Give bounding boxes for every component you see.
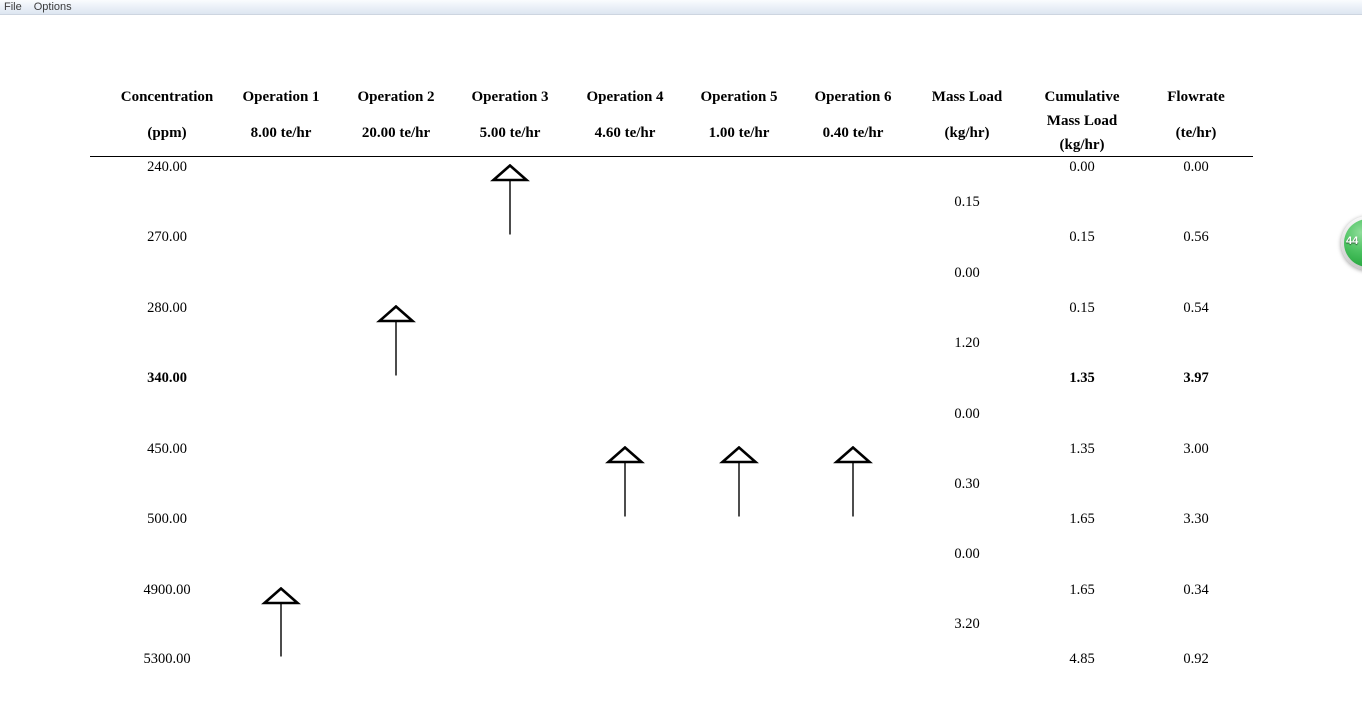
column-subtitle: 1.00 te/hr <box>708 125 770 141</box>
column-title: Concentration <box>120 89 214 105</box>
column-title: Operation 4 <box>586 89 664 105</box>
column-title: Operation 3 <box>471 89 549 105</box>
concentration-value: 450.00 <box>147 441 187 457</box>
operation-3-arrow <box>490 163 530 240</box>
menu-bar: File Options <box>0 0 1362 15</box>
column-subtitle: (ppm) <box>147 125 187 141</box>
operation-1-arrow <box>261 586 301 662</box>
mass-load-value: 3.20 <box>954 616 980 632</box>
concentration-value: 340.00 <box>147 370 187 386</box>
header-divider <box>90 156 1253 157</box>
cumulative-mass-load-value: 1.65 <box>1069 511 1095 527</box>
mass-load-value: 1.20 <box>954 335 980 351</box>
column-subtitle: (te/hr) <box>1175 125 1217 141</box>
column-subtitle: 20.00 te/hr <box>361 125 431 141</box>
column-title: Mass Load <box>931 89 1003 105</box>
column-title: Operation 5 <box>700 89 778 105</box>
concentration-value: 240.00 <box>147 159 187 175</box>
column-title: Operation 2 <box>357 89 435 105</box>
column-subtitle: Mass Load <box>1046 113 1118 129</box>
flowrate-value: 0.54 <box>1183 300 1209 316</box>
flowrate-value: 3.00 <box>1183 441 1209 457</box>
column-subtitle: 0.40 te/hr <box>822 125 884 141</box>
floating-badge[interactable]: 44 <box>1341 216 1362 270</box>
column-title: Operation 6 <box>814 89 892 105</box>
column-subtitle: 4.60 te/hr <box>594 125 656 141</box>
flowrate-value: 0.34 <box>1183 582 1209 598</box>
mass-load-value: 0.00 <box>954 406 980 422</box>
mass-load-value: 0.15 <box>954 194 980 210</box>
cumulative-mass-load-value: 0.15 <box>1069 229 1095 245</box>
menu-file[interactable]: File <box>4 0 22 13</box>
column-subtitle: 8.00 te/hr <box>250 125 312 141</box>
cumulative-mass-load-value: 4.85 <box>1069 651 1095 667</box>
cumulative-mass-load-value: 0.15 <box>1069 300 1095 316</box>
column-subtitle: 5.00 te/hr <box>479 125 541 141</box>
operation-4-arrow <box>605 445 645 522</box>
flowrate-value: 0.92 <box>1183 651 1209 667</box>
concentration-value: 280.00 <box>147 300 187 316</box>
cumulative-mass-load-value: 0.00 <box>1069 159 1095 175</box>
cumulative-mass-load-value: 1.65 <box>1069 582 1095 598</box>
operation-6-arrow <box>833 445 873 522</box>
menu-options[interactable]: Options <box>33 0 72 13</box>
flowrate-value: 3.30 <box>1183 511 1209 527</box>
concentration-value: 4900.00 <box>143 582 191 598</box>
column-title: Flowrate <box>1167 89 1225 105</box>
concentration-value: 5300.00 <box>143 651 191 667</box>
cumulative-mass-load-value: 1.35 <box>1069 370 1095 386</box>
mass-load-value: 0.30 <box>954 476 980 492</box>
mass-load-value: 0.00 <box>954 546 980 562</box>
flowrate-value: 0.56 <box>1183 229 1209 245</box>
operation-5-arrow <box>719 445 759 522</box>
column-title: Operation 1 <box>242 89 320 105</box>
floating-badge-sphere <box>1344 219 1362 267</box>
mass-load-value: 0.00 <box>954 265 980 281</box>
column-subtitle: (kg/hr) <box>1059 137 1105 153</box>
column-subtitle: (kg/hr) <box>944 125 990 141</box>
floating-badge-count: 44 <box>1346 235 1359 247</box>
flowrate-value: 0.00 <box>1183 159 1209 175</box>
concentration-value: 500.00 <box>147 511 187 527</box>
flowrate-value: 3.97 <box>1183 370 1209 386</box>
concentration-value: 270.00 <box>147 229 187 245</box>
column-title: Cumulative <box>1044 89 1120 105</box>
cumulative-mass-load-value: 1.35 <box>1069 441 1095 457</box>
operation-2-arrow <box>376 304 416 381</box>
